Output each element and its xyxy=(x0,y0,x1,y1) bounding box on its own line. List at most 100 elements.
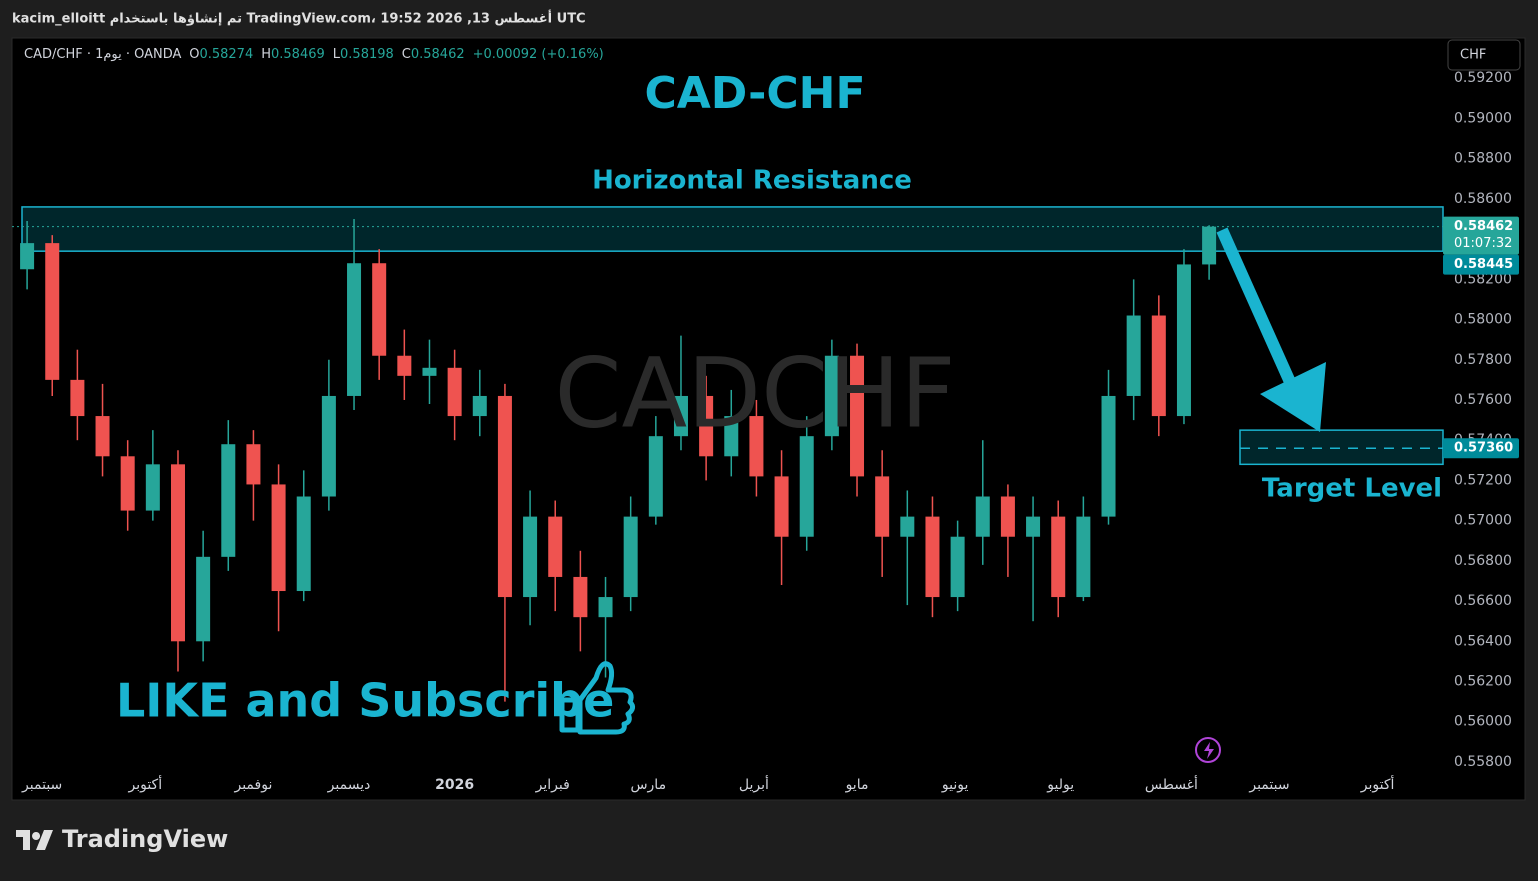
candle-body xyxy=(850,355,865,477)
candle-body xyxy=(447,367,462,417)
candle-body xyxy=(975,496,990,537)
x-tick-label: مارس xyxy=(630,777,666,793)
x-tick-label: ديسمبر xyxy=(327,777,371,793)
brand: TradingView xyxy=(62,825,228,853)
candle-body xyxy=(347,263,362,396)
change: +0.00092 (+0.16%) xyxy=(473,47,604,62)
brand-logo xyxy=(16,830,53,850)
resistance-price-label: 0.58445 xyxy=(1454,257,1513,272)
watermark: CADCHF xyxy=(554,337,955,449)
candle-body xyxy=(699,395,714,457)
candle-body xyxy=(573,576,588,618)
h-label: H xyxy=(261,47,271,62)
y-tick-label: 0.57000 xyxy=(1454,513,1512,529)
candle-body xyxy=(623,516,638,598)
candle-body xyxy=(1202,226,1217,265)
x-tick-label: يوليو xyxy=(1046,777,1074,793)
candle-body xyxy=(170,464,185,642)
target-zone xyxy=(1239,429,1444,466)
candle-body xyxy=(1151,315,1166,417)
candle-body xyxy=(724,416,739,457)
y-tick-label: 0.56200 xyxy=(1454,674,1512,690)
target-label: Target Level xyxy=(1262,474,1442,504)
candle-body xyxy=(925,516,940,598)
symbol: CAD/CHF · 1يوم · OANDA xyxy=(24,47,182,62)
candle-body xyxy=(799,436,814,537)
candle-body xyxy=(1176,264,1191,417)
y-tick-label: 0.59000 xyxy=(1454,110,1512,126)
x-tick-label: أكتوبر xyxy=(127,775,162,793)
candle-body xyxy=(598,597,613,618)
candle-body xyxy=(900,516,915,537)
chart-title: CAD-CHF xyxy=(644,68,865,119)
candle-body xyxy=(196,556,211,642)
y-tick-label: 0.58800 xyxy=(1454,151,1512,167)
last-price-box xyxy=(1443,216,1519,255)
header-text: kacim_elloitt تم إنشاؤها باستخدام Tradin… xyxy=(12,10,586,27)
candle-body xyxy=(1000,496,1015,537)
candle-body xyxy=(1101,395,1116,517)
c-label: C xyxy=(402,47,411,62)
thumbs-up-icon xyxy=(559,661,636,735)
y-tick-label: 0.57800 xyxy=(1454,352,1512,368)
x-tick-label: 2026 xyxy=(435,777,474,793)
y-tick-label: 0.56800 xyxy=(1454,553,1512,569)
candle-body xyxy=(221,444,236,557)
y-tick-label: 0.57600 xyxy=(1454,392,1512,408)
y-tick-label: 0.58600 xyxy=(1454,191,1512,207)
x-tick-label: أغسطس xyxy=(1145,775,1198,793)
arrow-shaft xyxy=(1216,227,1296,385)
currency-button[interactable] xyxy=(1447,39,1521,71)
x-tick-label: يونيو xyxy=(941,777,969,793)
h-value: 0.58469 xyxy=(271,47,325,62)
candle-body xyxy=(749,416,764,477)
currency[interactable]: CHF xyxy=(1460,48,1486,63)
resistance-label: Horizontal Resistance xyxy=(592,166,912,196)
y-tick-label: 0.58200 xyxy=(1454,271,1512,287)
y-tick-label: 0.56400 xyxy=(1454,633,1512,649)
candle-body xyxy=(372,263,387,356)
candle-body xyxy=(246,444,261,485)
alert-icon[interactable] xyxy=(1195,737,1221,763)
y-tick-label: 0.59200 xyxy=(1454,70,1512,86)
x-tick-label: أبريل xyxy=(739,775,769,793)
y-tick-label: 0.55800 xyxy=(1454,754,1512,770)
candle-body xyxy=(1051,516,1066,598)
l-value: 0.58198 xyxy=(340,47,394,62)
plot xyxy=(12,206,1444,702)
candle-body xyxy=(422,367,437,376)
candle-body xyxy=(472,395,487,417)
candle-body xyxy=(673,395,688,437)
candle-body xyxy=(120,456,135,511)
candle-body xyxy=(321,395,336,497)
candle-body xyxy=(497,395,512,598)
candle-body xyxy=(548,516,563,577)
symbol-legend: CAD/CHF · 1يوم · OANDA O0.58274 H0.58469 L0… xyxy=(24,47,604,62)
x-tick-label: أكتوبر xyxy=(1360,775,1395,793)
candle-body xyxy=(271,484,286,592)
last-price-label: 0.58462 xyxy=(1454,219,1513,234)
candle-body xyxy=(774,476,789,537)
candle-body xyxy=(145,464,160,511)
candle-body xyxy=(1026,516,1041,537)
chart-area xyxy=(11,37,1526,801)
l-label: L xyxy=(333,47,341,62)
candle-body xyxy=(1126,315,1141,396)
c-value: 0.58462 xyxy=(411,47,465,62)
countdown: 01:07:32 xyxy=(1454,236,1512,251)
resistance-price-box xyxy=(1443,254,1519,275)
alert-bolt xyxy=(1204,742,1214,759)
target-price-box xyxy=(1443,438,1519,459)
target-price-label: 0.57360 xyxy=(1454,441,1513,456)
o-value: 0.58274 xyxy=(199,47,253,62)
candle-body xyxy=(95,416,110,457)
candle-body xyxy=(824,355,839,437)
candle-body xyxy=(1076,516,1091,598)
candle-body xyxy=(875,476,890,537)
y-tick-label: 0.57200 xyxy=(1454,472,1512,488)
x-tick-label: سبتمبر xyxy=(1248,777,1289,793)
x-tick-label: نوفمبر xyxy=(233,777,272,793)
y-tick-label: 0.56600 xyxy=(1454,593,1512,609)
